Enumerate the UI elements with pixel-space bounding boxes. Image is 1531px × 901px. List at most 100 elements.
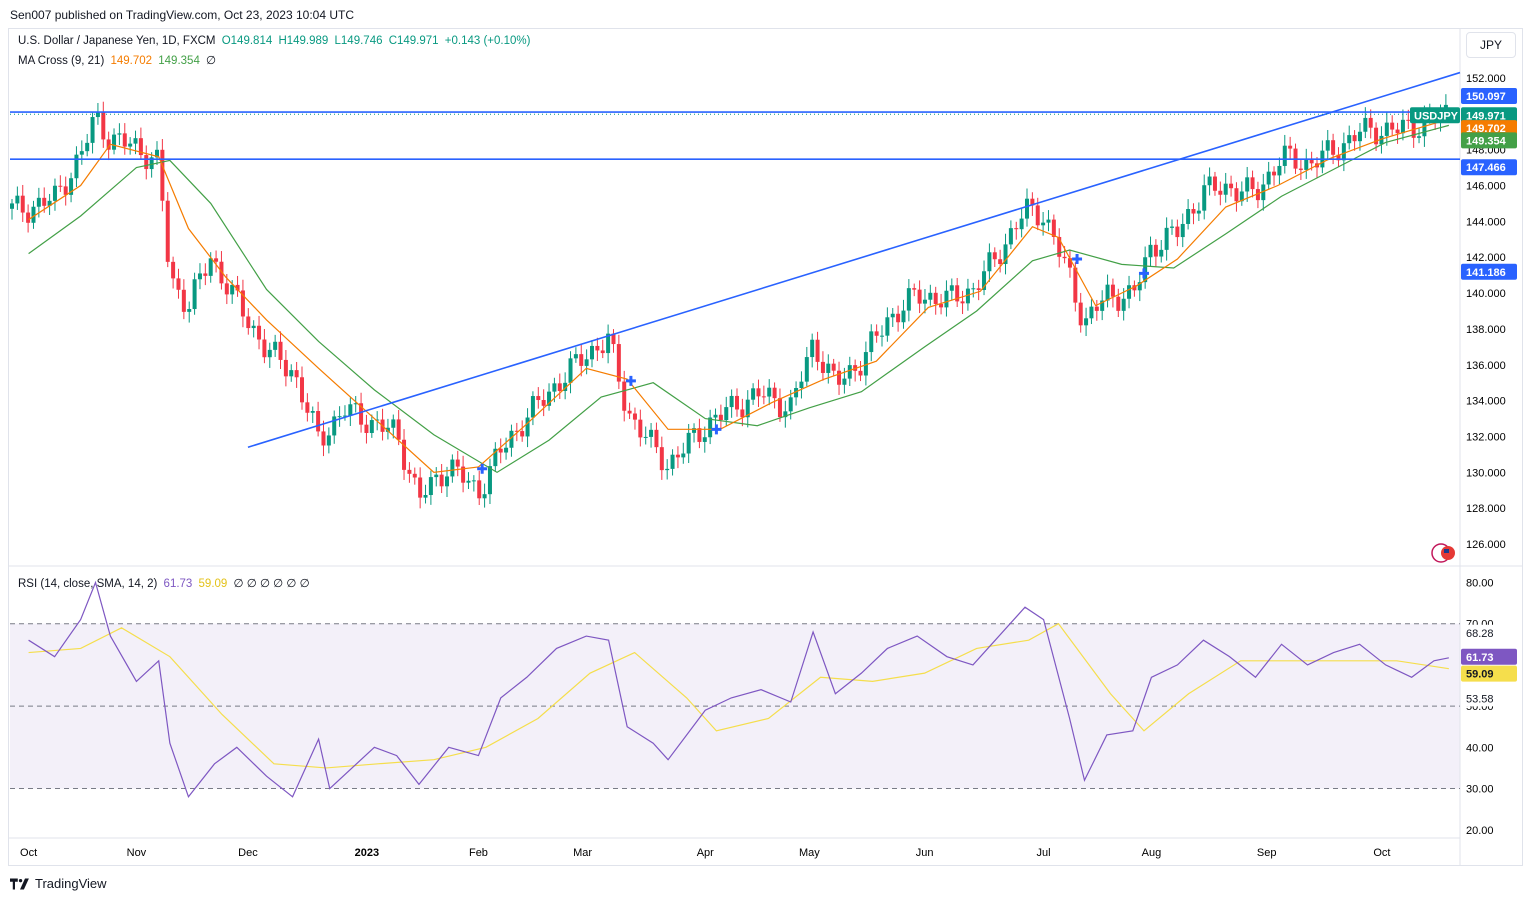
candle-body [649, 429, 654, 437]
high-value: H149.989 [278, 35, 329, 47]
ma-legend[interactable]: MA Cross (9, 21) 149.702 149.354 ∅ [18, 53, 219, 67]
candle [1078, 292, 1083, 333]
candle-body [842, 378, 847, 385]
candle [906, 279, 911, 322]
candle-body [160, 149, 165, 201]
candle-body [42, 197, 47, 206]
candle [74, 146, 79, 188]
candle-body [1008, 228, 1013, 245]
candle-body [1229, 183, 1234, 189]
candle [1132, 280, 1137, 297]
candle [992, 247, 997, 268]
candle-body [273, 341, 278, 350]
candle-body [815, 339, 820, 362]
candle [450, 454, 455, 483]
candle [455, 450, 460, 477]
candle [944, 280, 949, 317]
x-tick-label: May [799, 847, 820, 859]
ma-cross-markers [477, 254, 1149, 474]
candle-body [230, 284, 235, 295]
candle [563, 372, 568, 400]
candle [1073, 262, 1078, 312]
candle [407, 462, 412, 483]
candle-body [305, 402, 310, 413]
candle [337, 406, 342, 427]
candle [1110, 278, 1115, 308]
candle [654, 422, 659, 454]
candle [1255, 181, 1260, 209]
rsi-ma-value: 59.09 [198, 578, 228, 590]
candle [783, 400, 788, 428]
price-tag: 149.702 [1461, 120, 1517, 137]
footer-brand[interactable]: TradingView [10, 876, 107, 891]
candle [1272, 166, 1277, 186]
candle [10, 198, 14, 220]
symbol-legend[interactable]: U.S. Dollar / Japanese Yen, 1D, FXCM O14… [18, 35, 533, 47]
price-tick-label: 146.000 [1466, 181, 1506, 193]
candle [557, 373, 562, 399]
candle [428, 470, 433, 505]
candle [955, 277, 960, 307]
candle [772, 382, 777, 409]
candle [176, 268, 181, 299]
candle-body [955, 285, 960, 302]
candle [547, 383, 552, 411]
candle-body [493, 448, 498, 467]
candle-body [998, 259, 1003, 265]
candle [804, 346, 809, 387]
candle [514, 422, 519, 442]
candle-body [122, 133, 127, 147]
candle [369, 414, 374, 438]
x-tick-label: 2023 [355, 847, 379, 859]
price-tag-bg [1461, 120, 1517, 137]
candle-body [939, 303, 944, 308]
candle-body [375, 419, 380, 421]
currency-button[interactable]: JPY [1466, 32, 1516, 58]
candle [235, 275, 240, 297]
candle-body [1110, 284, 1115, 297]
candle-body [1116, 296, 1121, 311]
candle-body [1159, 249, 1164, 257]
candle-body [686, 432, 691, 454]
candle [820, 351, 825, 381]
candle [713, 408, 718, 427]
rsi-legend[interactable]: RSI (14, close, SMA, 14, 2) 61.73 59.09 … [18, 576, 313, 590]
candle [402, 429, 407, 480]
candle [117, 123, 122, 146]
candle [1212, 171, 1217, 196]
candle [1100, 290, 1105, 321]
price-tag-label: 149.702 [1466, 123, 1506, 135]
candle-body [192, 279, 197, 310]
candle [283, 349, 288, 387]
candle-body [772, 387, 777, 399]
rsi-tag-label: 59.09 [1466, 669, 1494, 681]
candle-body [874, 331, 879, 336]
candle-body [1062, 256, 1067, 259]
change-value: +0.143 (+0.10%) [444, 35, 531, 47]
candle-body [1137, 282, 1142, 291]
candle [890, 307, 895, 328]
candle [536, 387, 541, 409]
candle [391, 414, 396, 439]
candle-body [278, 341, 283, 360]
price-tick-label: 144.000 [1466, 216, 1506, 228]
candle-body [1417, 136, 1422, 138]
candle-body [901, 310, 906, 323]
candle [1325, 129, 1330, 161]
candle-body [407, 469, 412, 474]
candle-body [611, 333, 616, 345]
candle [321, 420, 326, 457]
flag-badge[interactable] [1431, 543, 1455, 563]
candle [1127, 275, 1132, 309]
candle-body [702, 437, 707, 442]
candle-body [176, 278, 181, 290]
candle [1282, 134, 1287, 174]
candle-body [1164, 227, 1169, 250]
candle-body [708, 417, 713, 438]
currency-label: JPY [1479, 38, 1502, 52]
candle [364, 414, 369, 444]
rsi-label: RSI (14, close, SMA, 14, 2) [18, 578, 158, 590]
candle-body [869, 331, 874, 353]
rsi-tag: 68.28 [1461, 624, 1517, 641]
